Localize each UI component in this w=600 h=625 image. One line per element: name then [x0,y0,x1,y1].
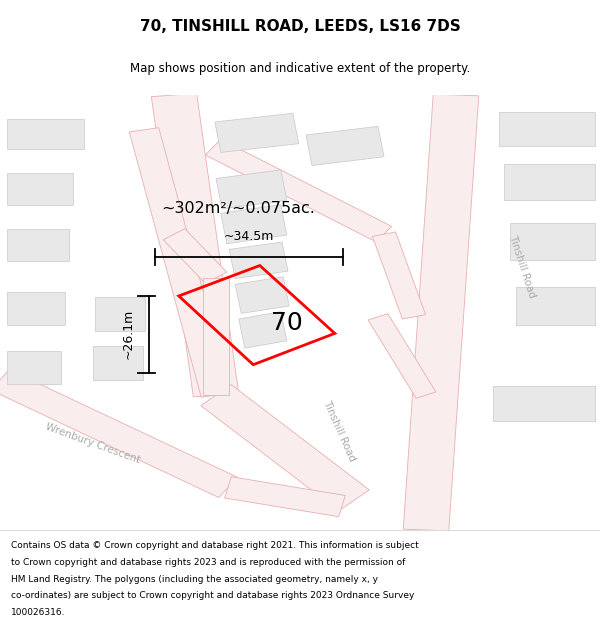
Text: to Crown copyright and database rights 2023 and is reproduced with the permissio: to Crown copyright and database rights 2… [11,558,405,567]
Polygon shape [163,229,227,283]
Text: Map shows position and indicative extent of the property.: Map shows position and indicative extent… [130,62,470,75]
Polygon shape [306,126,384,166]
Text: 70, TINSHILL ROAD, LEEDS, LS16 7DS: 70, TINSHILL ROAD, LEEDS, LS16 7DS [140,19,460,34]
Text: co-ordinates) are subject to Crown copyright and database rights 2023 Ordnance S: co-ordinates) are subject to Crown copyr… [11,591,414,600]
Polygon shape [0,370,237,498]
Polygon shape [493,386,595,421]
Text: ~302m²/~0.075ac.: ~302m²/~0.075ac. [161,201,314,216]
Polygon shape [504,164,595,200]
Polygon shape [216,170,287,209]
Polygon shape [510,223,595,260]
Polygon shape [7,173,73,204]
Polygon shape [93,346,143,380]
Text: Contains OS data © Crown copyright and database right 2021. This information is : Contains OS data © Crown copyright and d… [11,541,419,551]
Text: 70: 70 [271,311,302,335]
Polygon shape [7,292,65,324]
Polygon shape [229,242,288,279]
Polygon shape [95,298,145,331]
Polygon shape [235,277,289,313]
Text: HM Land Registry. The polygons (including the associated geometry, namely x, y: HM Land Registry. The polygons (includin… [11,574,378,584]
Polygon shape [403,94,479,531]
Text: Wrenbury Crescent: Wrenbury Crescent [44,422,142,466]
Polygon shape [203,278,229,395]
Text: ~34.5m: ~34.5m [224,230,274,243]
Polygon shape [7,229,69,261]
Polygon shape [499,111,595,146]
Text: 100026316.: 100026316. [11,608,65,617]
Polygon shape [151,93,239,397]
Polygon shape [368,314,436,398]
Text: Tinshill Road: Tinshill Road [321,399,357,463]
Polygon shape [373,232,425,319]
Polygon shape [224,477,346,517]
Text: Tinshill Road: Tinshill Road [507,234,537,300]
Polygon shape [7,119,84,149]
Polygon shape [7,351,61,384]
Text: ~26.1m: ~26.1m [121,309,134,359]
Polygon shape [239,312,287,348]
Polygon shape [129,127,231,398]
Polygon shape [516,288,595,324]
Polygon shape [215,113,299,152]
Polygon shape [221,204,287,244]
Polygon shape [201,384,369,511]
Polygon shape [205,139,392,242]
